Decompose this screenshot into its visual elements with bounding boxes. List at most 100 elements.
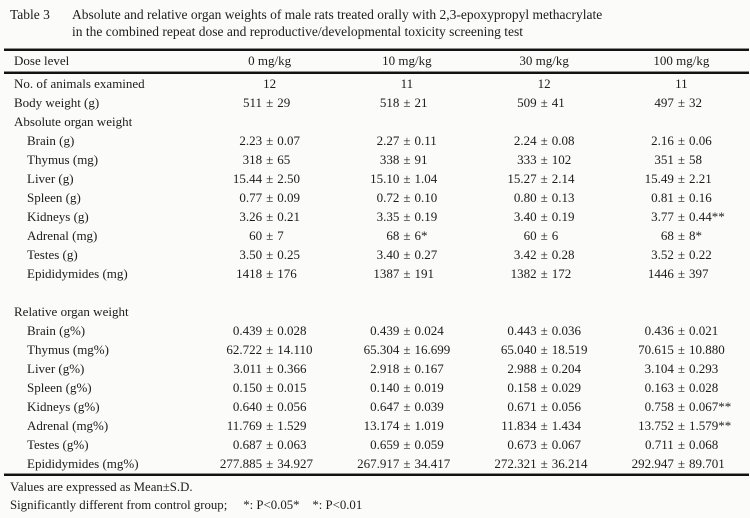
section-header-row: Relative organ weight xyxy=(0,302,750,321)
mean-value: 2.16 xyxy=(651,132,674,148)
table-cell: 3.35 ±0.19 xyxy=(338,209,475,225)
plus-minus-sign: ± xyxy=(540,455,548,471)
table-cell: 70.615 ±10.880 xyxy=(613,342,750,358)
table-cell: 15.49 ±2.21 xyxy=(613,171,750,187)
table-cell: 0.158 ±0.029 xyxy=(476,380,613,396)
mean-value: 3.35 xyxy=(376,208,400,224)
plus-minus-sign: ± xyxy=(266,170,274,186)
sd-value: 0.21 xyxy=(277,208,300,224)
sd-value: 2.50 xyxy=(277,170,300,186)
sd-value: 1.04 xyxy=(414,170,438,186)
table-cell: 11 xyxy=(400,75,414,91)
sd-value: 1.434 xyxy=(551,417,581,433)
plus-minus-sign: ± xyxy=(677,227,685,243)
sd-value: 0.067 xyxy=(551,436,581,452)
table-cell: 60 ±6 xyxy=(476,228,613,244)
sd-value: 6* xyxy=(414,227,428,243)
mean-value: 3.50 xyxy=(239,246,263,262)
sd-value: 0.27 xyxy=(414,246,438,262)
table-row: Testes (g%) 0.687 ±0.063 0.659 ±0.059 0.673 ±0… xyxy=(0,435,750,454)
table-row: Spleen (g) 0.77 ±0.09 0.72 ±0.10 0.80 ±0.13 0.8… xyxy=(0,188,750,207)
table-row: Adrenal (mg) 60 ±7 68 ±6* 60 ±6 68 ±8* xyxy=(0,226,750,245)
table-header-rule xyxy=(4,71,749,74)
row-label: Body weight (g) xyxy=(14,94,100,110)
plus-minus-sign: ± xyxy=(677,170,685,186)
row-label: Spleen (g) xyxy=(27,189,81,205)
mean-value: 1382 xyxy=(510,265,537,281)
plus-minus-sign: ± xyxy=(540,360,548,376)
plus-minus-sign: ± xyxy=(403,341,411,357)
mean-value: 0.81 xyxy=(651,189,674,205)
plus-minus-sign: ± xyxy=(677,455,685,471)
table-cell: 3.52 ±0.22 xyxy=(613,247,750,263)
table-cell: 2.16 ±0.06 xyxy=(613,133,750,149)
sd-value: 0.44** xyxy=(688,208,725,224)
spacer-row xyxy=(0,283,750,302)
sd-value: 36.214 xyxy=(551,455,588,471)
table-cell: 60 ±7 xyxy=(201,228,338,244)
mean-value: 3.52 xyxy=(651,246,674,262)
table-cell: 2.27 ±0.11 xyxy=(338,133,475,149)
plus-minus-sign: ± xyxy=(403,151,411,167)
mean-value: 0.140 xyxy=(370,379,400,395)
table-cell: 0.673 ±0.067 xyxy=(476,437,613,453)
sd-value: 0.036 xyxy=(551,322,581,338)
table-cell: 11.769 ±1.529 xyxy=(201,418,338,434)
sd-value: 89.701 xyxy=(688,455,725,471)
plus-minus-sign: ± xyxy=(403,132,411,148)
section-header-label: Relative organ weight xyxy=(14,303,129,319)
plus-minus-sign: ± xyxy=(266,132,274,148)
table-cell: 318 ±65 xyxy=(201,152,338,168)
row-label: Thymus (mg) xyxy=(27,151,99,167)
table-cell: 2.24 ±0.08 xyxy=(476,133,613,149)
table-row: Epididymides (mg) 1418 ±176 1387 ±191 1382 ±17… xyxy=(0,264,750,283)
mean-value: 0.150 xyxy=(232,379,263,395)
sd-value: 10.880 xyxy=(688,341,725,357)
mean-value: 2.23 xyxy=(239,132,263,148)
section-header-label: Absolute organ weight xyxy=(14,113,133,129)
table-number: Table 3 xyxy=(10,7,50,22)
table-cell: 272.321 ±36.214 xyxy=(476,456,613,472)
mean-value: 0.80 xyxy=(513,189,537,205)
table-cell: 0.436 ±0.021 xyxy=(613,323,750,339)
table-row: Liver (g) 15.44 ±2.50 15.10 ±1.04 15.27 ±2.14 1… xyxy=(0,169,750,188)
table-row: Kidneys (g%) 0.640 ±0.056 0.647 ±0.039 0.671 ±… xyxy=(0,397,750,416)
row-label: Adrenal (mg) xyxy=(27,227,98,243)
mean-value: 2.24 xyxy=(513,132,537,148)
mean-value: 0.671 xyxy=(507,398,537,414)
table-title-line2: in the combined repeat dose and reproduc… xyxy=(72,24,523,39)
sd-value: 0.068 xyxy=(688,436,719,452)
mean-value: 0.436 xyxy=(644,322,674,338)
plus-minus-sign: ± xyxy=(403,398,411,414)
plus-minus-sign: ± xyxy=(540,265,548,281)
plus-minus-sign: ± xyxy=(677,360,685,376)
mean-value: 277.885 xyxy=(219,455,263,471)
mean-value: 267.917 xyxy=(357,455,400,471)
plus-minus-sign: ± xyxy=(540,208,548,224)
plus-minus-sign: ± xyxy=(403,246,411,262)
plus-minus-sign: ± xyxy=(540,246,548,262)
sd-value: 21 xyxy=(414,94,428,110)
sd-value: 0.024 xyxy=(414,322,444,338)
mean-value: 13.752 xyxy=(638,417,674,433)
mean-value: 292.947 xyxy=(631,455,674,471)
mean-value: 518 xyxy=(379,94,400,110)
mean-value: 1418 xyxy=(236,265,263,281)
mean-value: 0.659 xyxy=(370,436,400,452)
sd-value: 0.293 xyxy=(688,360,719,376)
plus-minus-sign: ± xyxy=(266,436,274,452)
mean-value: 70.615 xyxy=(638,341,674,357)
plus-minus-sign: ± xyxy=(677,208,685,224)
mean-value: 0.158 xyxy=(507,379,537,395)
row-label: Brain (g) xyxy=(27,132,75,148)
sd-value: 176 xyxy=(277,265,297,281)
sd-value: 34.417 xyxy=(414,455,451,471)
mean-value: 0.443 xyxy=(507,322,537,338)
table-cell: 0.81 ±0.16 xyxy=(613,190,750,206)
table-cell: 3.77 ±0.44** xyxy=(613,209,750,225)
plus-minus-sign: ± xyxy=(403,417,411,433)
mean-value: 3.104 xyxy=(644,360,674,376)
column-header-dose-level: Dose level xyxy=(14,53,70,68)
table-cell: 65.304 ±16.699 xyxy=(338,342,475,358)
plus-minus-sign: ± xyxy=(266,379,274,395)
